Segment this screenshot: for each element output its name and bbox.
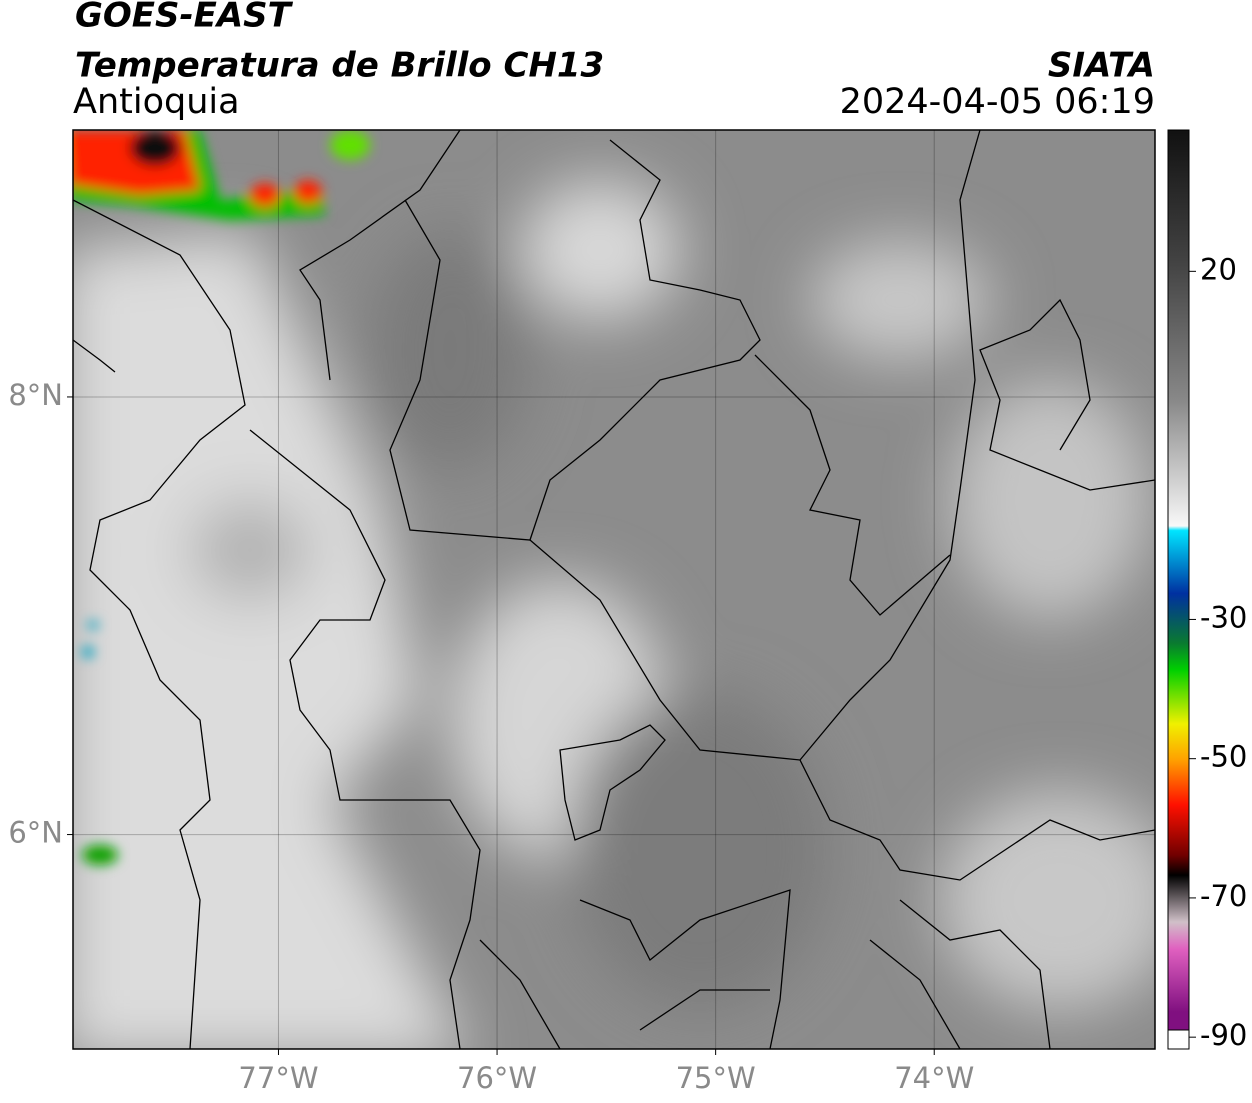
organization: SIATA	[1048, 46, 1155, 86]
satellite-title: GOES-EAST	[75, 0, 294, 36]
product-title: Temperatura de Brillo CH13	[75, 46, 604, 86]
x-tick-label: 76°W	[457, 1061, 537, 1095]
colorbar-tick-label: -50	[1200, 740, 1247, 774]
colorbar-tick-label: -90	[1200, 1018, 1247, 1052]
x-tick-label: 75°W	[676, 1061, 756, 1095]
colorbar-frame	[1167, 129, 1190, 1050]
y-tick-label: 6°N	[8, 816, 63, 850]
x-tick-label: 74°W	[894, 1061, 974, 1095]
satellite-image	[73, 130, 1155, 1049]
timestamp: 2024-04-05 06:19	[840, 82, 1155, 122]
colorbar-under	[1167, 1029, 1190, 1050]
colorbar-tick-label: -70	[1200, 879, 1247, 913]
colorbar	[1168, 130, 1189, 1030]
map-frame	[72, 129, 1156, 1050]
colorbar-tick-label: 20	[1200, 252, 1237, 286]
x-tick-label: 77°W	[238, 1061, 318, 1095]
region-label: Antioquia	[73, 82, 240, 122]
y-tick-label: 8°N	[8, 378, 63, 412]
colorbar-tick-label: -30	[1200, 600, 1247, 634]
